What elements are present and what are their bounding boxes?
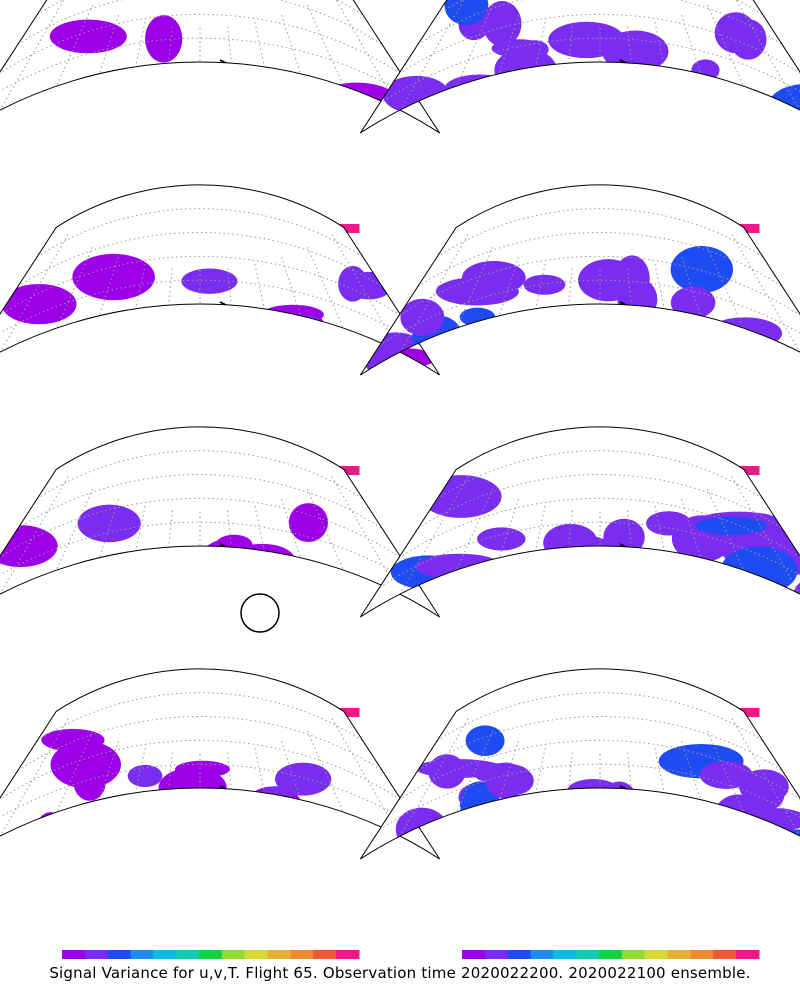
variance-field [360,426,800,618]
variance-field [360,184,800,376]
variance-field [0,426,440,618]
variance-field [360,668,800,860]
map-panel-36h: 2020022200 + 36h1.62.23.145.16.37.591114… [0,668,441,959]
figure: 2020022200 + 00h1.62.23.145.16.37.591114… [0,0,800,959]
variance-field [0,668,440,860]
map-panel-84h: 2020022200 + 84h1.62.23.145.16.37.591114… [359,668,800,959]
variance-field [0,184,440,376]
colorbar: 1.62.23.145.16.37.591114212940 [462,950,760,959]
figure-caption: Signal Variance for u,v,T. Flight 65. Ob… [49,964,751,982]
observation-target-marker [240,593,280,633]
colorbar: 1.62.23.145.16.37.591114212940 [62,950,360,959]
